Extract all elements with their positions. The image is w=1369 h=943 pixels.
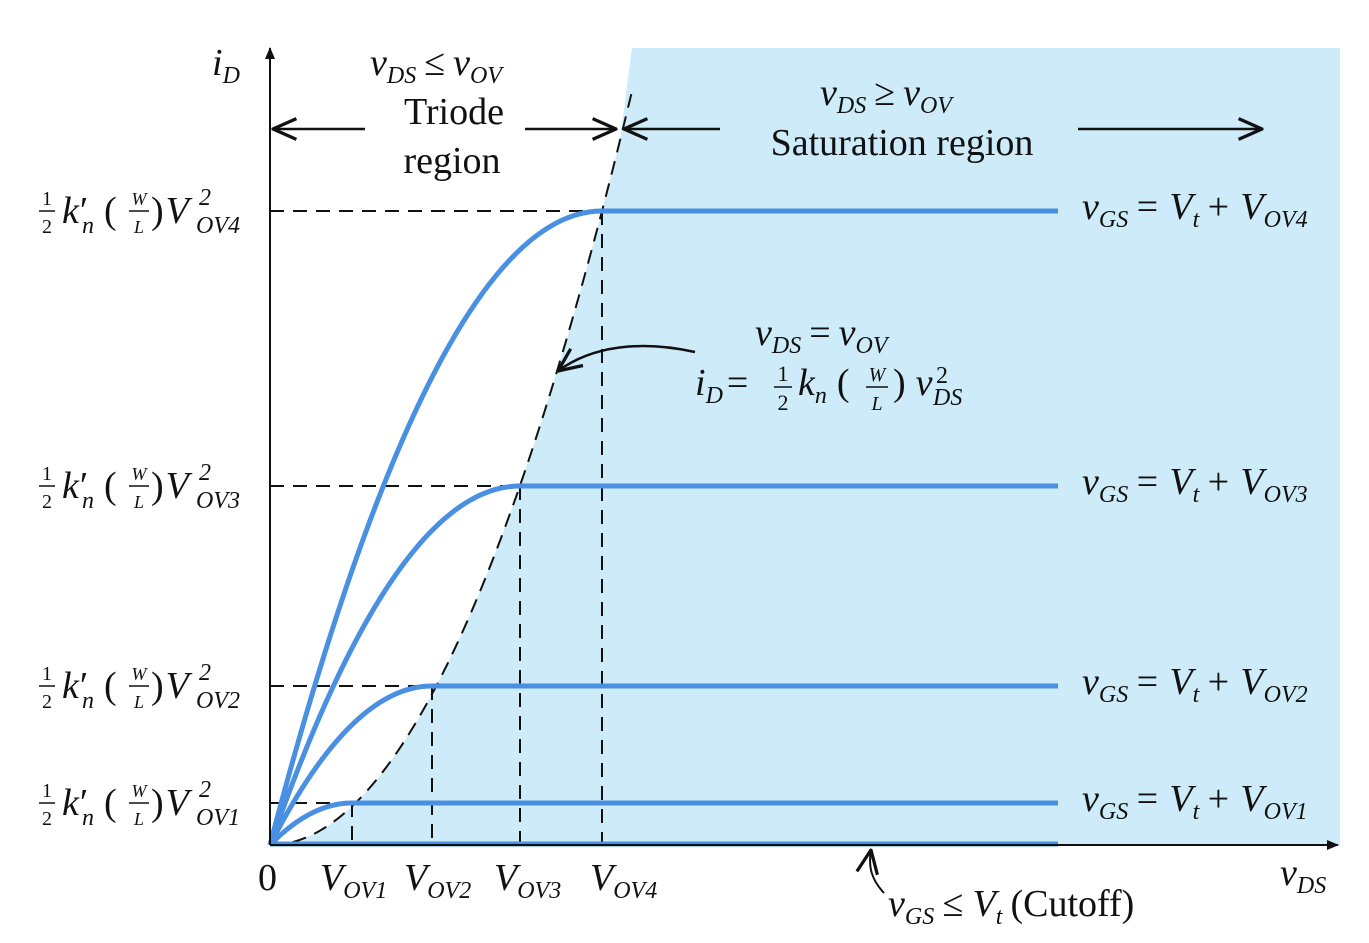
- svg-text:L: L: [133, 809, 144, 829]
- svg-text:1: 1: [42, 188, 52, 210]
- svg-text:k′: k′: [62, 665, 88, 707]
- characteristic-curve: [267, 683, 1058, 847]
- svg-text:k′: k′: [62, 190, 88, 232]
- svg-text:k′: k′: [62, 782, 88, 824]
- triode-label-line2: region: [403, 140, 500, 182]
- curve-label: vGS = Vt + VOV1: [1082, 778, 1308, 825]
- svg-text:(: (: [104, 190, 117, 232]
- svg-text:n: n: [82, 688, 94, 714]
- svg-text:L: L: [133, 217, 144, 237]
- svg-text:(: (: [104, 665, 117, 707]
- x-tick-labels: VOV1 VOV2 VOV3 VOV4: [320, 857, 657, 904]
- svg-text:2: 2: [936, 363, 948, 389]
- svg-text:n: n: [82, 488, 94, 514]
- svg-text:W: W: [132, 189, 149, 209]
- svg-text:)V: )V: [151, 190, 193, 232]
- svg-text:2: 2: [778, 390, 789, 415]
- boundary-eq1: vDS = vOV: [755, 312, 890, 359]
- svg-text:n: n: [82, 805, 94, 831]
- curve-label: vGS = Vt + VOV4: [1082, 186, 1308, 233]
- saturation-condition: vDS ≥ vOV: [820, 72, 954, 119]
- svg-text:OV2: OV2: [196, 688, 240, 714]
- svg-text:2: 2: [42, 691, 52, 713]
- svg-text:L: L: [133, 692, 144, 712]
- triode-label-line1: Triode: [404, 91, 504, 133]
- svg-text:DS: DS: [932, 385, 962, 411]
- svg-text:1: 1: [42, 780, 52, 802]
- x-tick-label: VOV3: [494, 857, 561, 904]
- x-axis-label: vDS: [1280, 852, 1326, 899]
- characteristic-curve: [267, 208, 1058, 846]
- boundary-eq2: iD = 1 2 kn( W L ) v 2 DS: [695, 361, 962, 415]
- curve-label: vGS = Vt + VOV3: [1082, 461, 1308, 508]
- svg-text:2: 2: [42, 216, 52, 238]
- svg-text:iD=: iD =: [695, 362, 748, 409]
- cutoff-label: vGS ≤ Vt (Cutoff): [888, 883, 1134, 930]
- saturation-region-shading: [270, 48, 1340, 845]
- svg-text:OV1: OV1: [196, 805, 240, 831]
- vov-dashed-lines: [351, 211, 603, 845]
- svg-text:)V: )V: [151, 465, 193, 507]
- curve-label: vGS = Vt + VOV2: [1082, 661, 1308, 708]
- svg-text:2: 2: [199, 185, 211, 211]
- boundary-parabola: [269, 91, 633, 846]
- x-tick-label: VOV2: [404, 857, 471, 904]
- svg-text:)v: ) v: [893, 362, 933, 404]
- svg-text:W: W: [869, 364, 888, 386]
- x-tick-label: VOV4: [590, 857, 657, 904]
- svg-text:1: 1: [42, 663, 52, 685]
- svg-text:2: 2: [199, 777, 211, 803]
- svg-text:(: (: [104, 782, 117, 824]
- svg-text:W: W: [132, 664, 149, 684]
- svg-text:kn(: kn(: [798, 362, 850, 409]
- origin-label: 0: [258, 857, 277, 899]
- svg-text:k′: k′: [62, 465, 88, 507]
- svg-text:(: (: [104, 465, 117, 507]
- svg-text:W: W: [132, 781, 149, 801]
- svg-text:)V: )V: [151, 782, 193, 824]
- svg-text:2: 2: [42, 808, 52, 830]
- svg-text:L: L: [870, 393, 882, 415]
- svg-text:)V: )V: [151, 665, 193, 707]
- boundary-annotation-arrow: [558, 344, 696, 371]
- svg-text:OV3: OV3: [196, 488, 240, 514]
- svg-text:1: 1: [42, 463, 52, 485]
- cutoff-arrow: [870, 850, 885, 894]
- characteristic-curve: [268, 800, 1058, 847]
- svg-text:1: 1: [778, 361, 789, 386]
- svg-text:OV4: OV4: [196, 213, 240, 239]
- svg-text:2: 2: [199, 660, 211, 686]
- svg-text:W: W: [132, 464, 149, 484]
- characteristic-curve: [267, 483, 1058, 846]
- svg-text:2: 2: [199, 460, 211, 486]
- svg-text:n: n: [82, 213, 94, 239]
- x-tick-label: VOV1: [320, 857, 387, 904]
- curve-labels: vGS = Vt + VOV4 vGS = Vt + VOV3 vGS = Vt + VOV2 v…: [1082, 186, 1308, 825]
- svg-text:L: L: [133, 492, 144, 512]
- triode-condition: vDS ≤ vOV: [370, 42, 504, 89]
- saturation-label: Saturation region: [771, 122, 1034, 164]
- y-axis-label: iD: [212, 42, 240, 89]
- svg-text:2: 2: [42, 491, 52, 513]
